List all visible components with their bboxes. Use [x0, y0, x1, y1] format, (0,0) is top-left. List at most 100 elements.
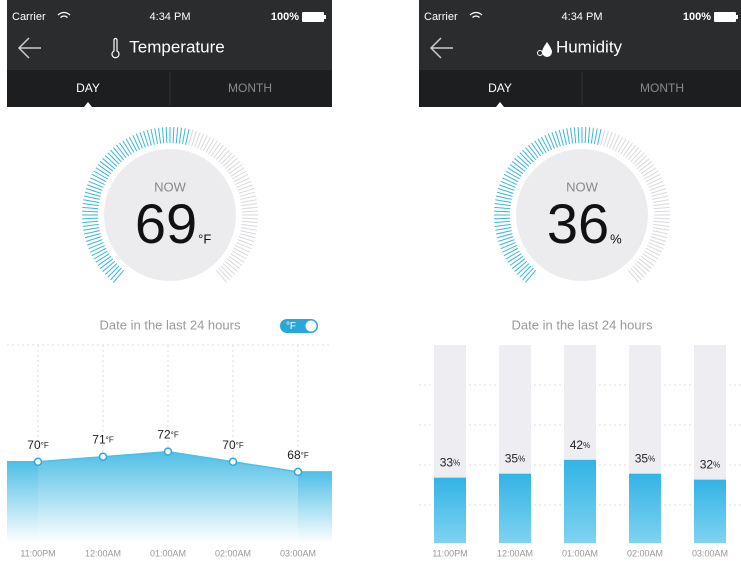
x-tick-label: 12:00AM	[85, 548, 121, 558]
tab[interactable]: DAY	[488, 81, 512, 95]
gauge-tick	[113, 147, 125, 161]
chart-caption: Date in the last 24 hours	[512, 317, 653, 332]
gauge-tick	[107, 265, 120, 278]
gauge-unit: %	[610, 231, 622, 246]
gauge-tick	[99, 161, 114, 172]
gauge-tick	[494, 210, 511, 213]
gauge-tick	[544, 135, 553, 150]
tab[interactable]: MONTH	[228, 81, 272, 95]
gauge-tick	[230, 253, 245, 263]
gauge-tick	[232, 170, 247, 180]
x-tick-label: 11:00PM	[432, 548, 467, 558]
gauge-tick	[636, 260, 650, 272]
back-button[interactable]	[17, 37, 41, 59]
gauge-tick	[634, 263, 648, 275]
gauge-tick	[648, 242, 664, 250]
gauge-tick	[603, 130, 609, 147]
unit-toggle-label[interactable]: °F	[286, 321, 296, 332]
gauge-tick	[537, 138, 547, 153]
gauge-tick	[83, 230, 100, 235]
gauge-tick	[622, 142, 633, 157]
battery-level: 100%	[683, 11, 711, 23]
unit-toggle-knob[interactable]	[305, 320, 317, 332]
gauge-tick	[494, 220, 511, 224]
gauge-tick	[632, 152, 645, 165]
gauge-tick	[97, 255, 112, 266]
gauge-tick	[649, 184, 665, 191]
gauge-tick	[182, 128, 186, 145]
gauge-tick	[614, 136, 624, 152]
gauge-label: NOW	[154, 179, 187, 194]
tab-bar	[419, 70, 741, 107]
gauge-tick	[191, 130, 197, 147]
gauge-tick	[241, 206, 258, 210]
gauge-tick	[202, 136, 212, 152]
gauge-tick	[497, 236, 514, 242]
screen-title: Humidity	[556, 37, 623, 56]
gauge-tick	[638, 161, 653, 172]
gauge-tick	[213, 144, 224, 159]
x-tick-label: 11:00PM	[20, 548, 55, 558]
gauge-tick	[503, 247, 519, 257]
gauge-tick	[82, 223, 99, 227]
data-label: 71°F	[92, 433, 114, 447]
back-button[interactable]	[429, 37, 453, 59]
gauge-tick	[84, 233, 101, 239]
gauge-tick	[499, 239, 515, 246]
area	[38, 451, 298, 543]
phone-screen: Carrier 4:34 PM 100% Temperature DAY MONTH NOW…	[7, 0, 332, 558]
battery-level: 100%	[271, 11, 299, 23]
data-label-value: 33	[440, 456, 454, 470]
gauge-tick	[185, 128, 190, 145]
gauge-tick	[233, 247, 249, 257]
gauge-unit: °F	[198, 231, 211, 246]
area-edge	[7, 461, 38, 543]
data-label-value: 35	[635, 452, 649, 466]
gauge-tick	[611, 135, 620, 150]
gauge-tick	[110, 149, 122, 163]
gauge-tick	[218, 267, 230, 281]
gauge-tick	[632, 265, 645, 278]
gauge-tick	[500, 242, 516, 250]
phone-screen: Carrier 4:34 PM 100% Humidity DAY MONTH NOW36%…	[419, 0, 741, 558]
data-label-unit: %	[583, 441, 590, 450]
gauge-tick	[499, 184, 515, 191]
data-label-unit: %	[713, 461, 720, 470]
tab[interactable]: DAY	[76, 81, 100, 95]
gauge-tick	[652, 195, 669, 200]
bar	[564, 459, 596, 543]
status-time: 4:34 PM	[562, 11, 603, 23]
gauge-tick	[649, 239, 665, 246]
gauge-tick	[235, 177, 250, 186]
gauge-tick	[240, 195, 257, 200]
gauge-tick	[497, 188, 514, 194]
bar	[629, 473, 661, 543]
gauge-tick	[226, 258, 241, 269]
gauge-tick	[502, 177, 517, 186]
gauge-tick	[555, 130, 561, 147]
gauge-tick	[522, 149, 534, 163]
data-label-value: 71	[92, 433, 106, 447]
gauge-tick	[241, 203, 258, 207]
gauge-tick	[85, 188, 102, 194]
battery-icon	[714, 12, 736, 22]
carrier: Carrier	[12, 11, 46, 23]
gauge-tick	[107, 152, 120, 165]
gauge-tick	[534, 140, 544, 155]
data-label-unit: °F	[171, 431, 179, 440]
gauge-tick	[587, 127, 591, 144]
data-label: 42%	[570, 438, 590, 452]
gauge-tick	[240, 230, 257, 235]
tab[interactable]: MONTH	[640, 81, 684, 95]
gauge-tick	[500, 180, 516, 188]
drop-icon-small	[537, 50, 543, 56]
gauge-tick	[528, 144, 539, 159]
gauge-tick	[110, 267, 122, 281]
data-point	[98, 452, 108, 461]
gauge-tick	[625, 144, 636, 159]
bar	[694, 479, 726, 543]
gauge-tick	[609, 133, 617, 149]
data-label-unit: %	[518, 455, 525, 464]
gauge-tick	[630, 267, 642, 281]
